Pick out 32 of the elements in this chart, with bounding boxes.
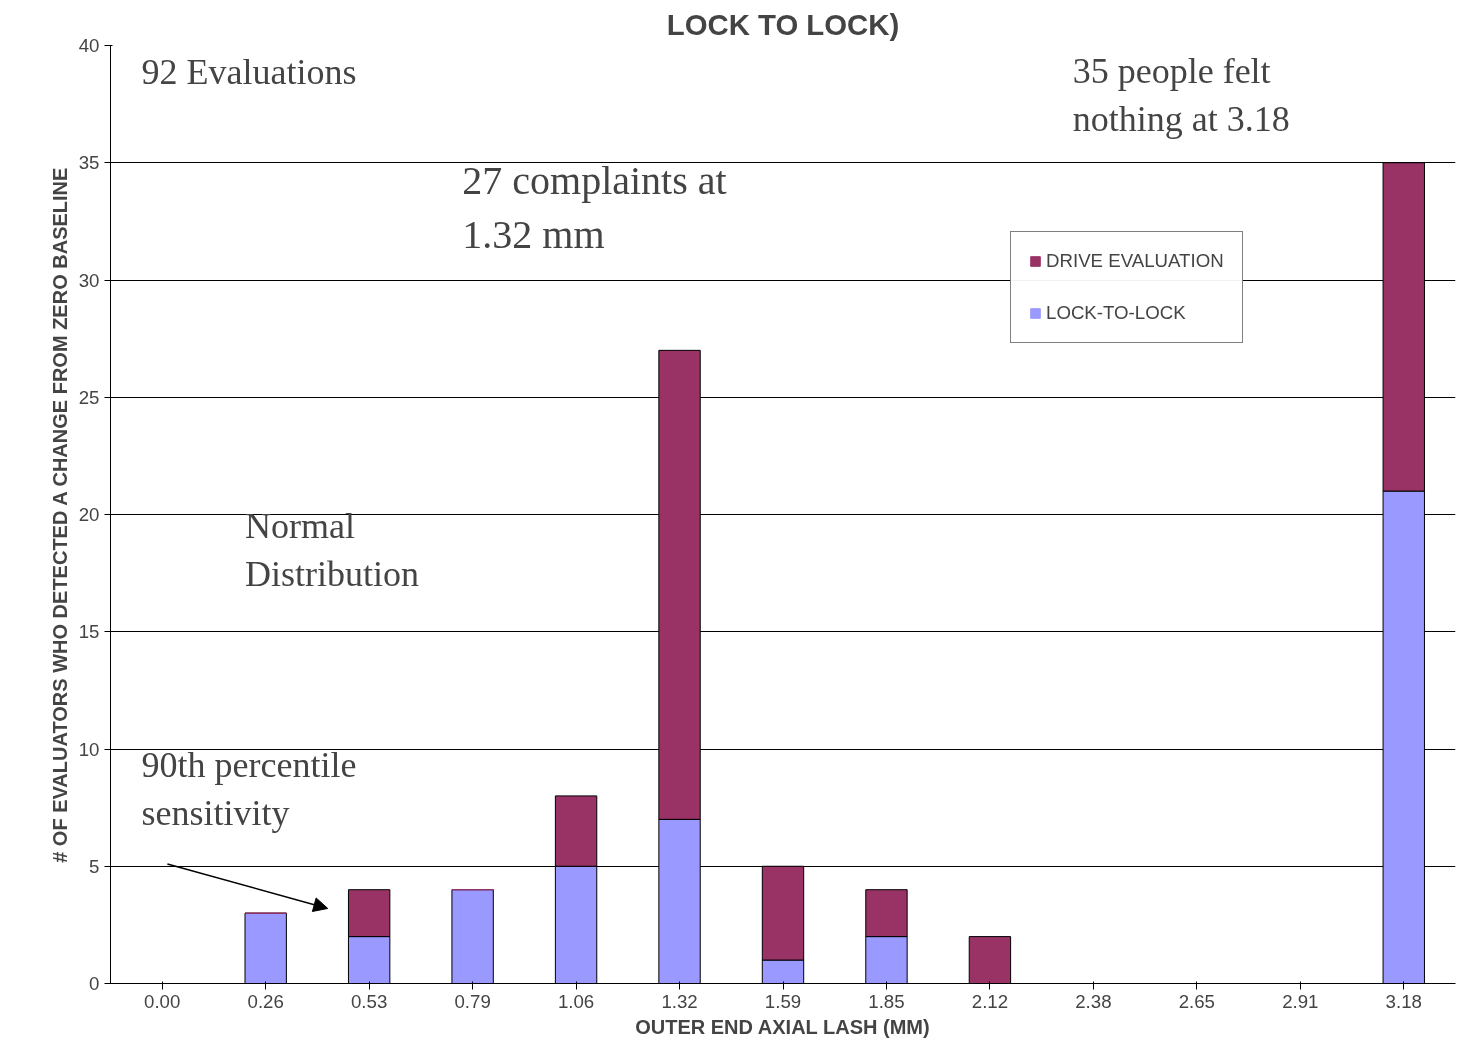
annotation: 35 people felt nothing at 3.18 [1072, 51, 1290, 140]
x-tick-label: 0.79 [454, 990, 491, 1012]
y-tick-label: 15 [78, 621, 100, 643]
annotation: 27 complaints at 1.32 mm [462, 157, 727, 257]
y-tick-label: 30 [78, 269, 100, 291]
y-tick-label: 25 [78, 386, 100, 408]
x-tick-label: 1.85 [868, 990, 905, 1012]
x-tick-label: 2.65 [1178, 990, 1215, 1012]
x-tick-label: 0.00 [144, 990, 181, 1012]
legend-label: LOCK-TO-LOCK [1046, 302, 1186, 324]
x-axis-title: OUTER END AXIAL LASH (MM) [635, 1015, 930, 1038]
legend-label: DRIVE EVALUATION [1046, 250, 1224, 272]
x-tick-label: 2.38 [1075, 990, 1112, 1012]
x-tick-label: 1.32 [661, 990, 698, 1012]
x-tick-label: 3.18 [1385, 990, 1422, 1012]
annotation: Normal Distribution [245, 506, 420, 595]
x-tick-label: 2.12 [971, 990, 1009, 1012]
chart-title: LOCK TO LOCK) [666, 7, 900, 41]
x-tick-label: 0.53 [351, 990, 388, 1012]
y-tick-label: 40 [78, 35, 100, 56]
y-tick-label: 5 [89, 855, 100, 877]
x-tick-label: 1.59 [764, 990, 802, 1012]
annotation: 90th percentile sensitivity [141, 745, 357, 834]
y-tick-label: 20 [78, 504, 100, 525]
x-tick-label: 1.06 [557, 990, 595, 1012]
y-tick-label: 10 [78, 738, 100, 760]
y-axis-title: # OF EVALUATORS WHO DETECTED A CHANGE FROM ZERO BASELINE [48, 167, 71, 863]
x-tick-label: 0.26 [247, 990, 284, 1012]
y-tick-label: 0 [89, 973, 100, 994]
annotation: 92 Evaluations [141, 52, 357, 93]
x-tick-label: 2.91 [1282, 990, 1319, 1012]
y-tick-label: 35 [78, 152, 100, 174]
